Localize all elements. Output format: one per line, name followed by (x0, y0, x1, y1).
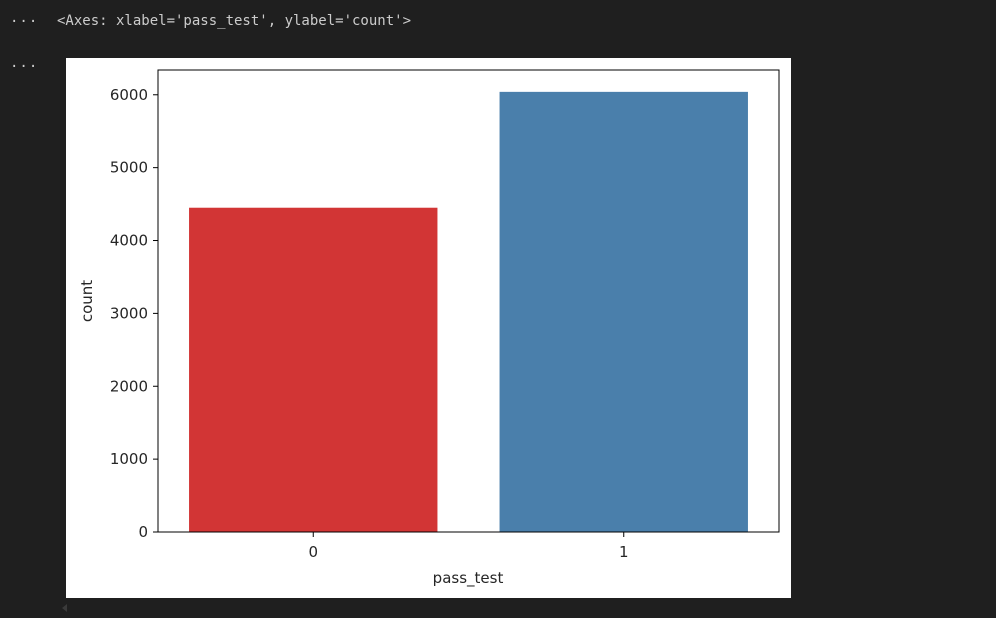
y-tick-label: 5000 (110, 159, 148, 177)
y-tick-label: 4000 (110, 232, 148, 250)
x-tick-label: 0 (308, 543, 318, 561)
bar-chart: 0 1000 2000 3000 4000 5000 6000 0 1 pass_test c… (78, 69, 780, 588)
bar-0 (189, 207, 438, 532)
y-tick-label: 1000 (110, 450, 148, 468)
x-axis-label: pass_test (433, 569, 504, 588)
x-tick-label: 1 (619, 543, 629, 561)
plot-image: 0 1000 2000 3000 4000 5000 6000 0 1 pass_test c… (66, 58, 791, 598)
scroll-left-arrow[interactable] (62, 604, 67, 612)
output-collapse-toggle[interactable]: ··· (10, 14, 39, 30)
output-collapse-toggle-2[interactable]: ··· (10, 59, 39, 75)
y-tick-label: 2000 (110, 377, 148, 395)
y-axis-label: count (78, 280, 96, 322)
y-tick-label: 0 (138, 523, 148, 541)
y-tick-label: 3000 (110, 304, 148, 322)
axes-repr-output: <Axes: xlabel='pass_test', ylabel='count… (57, 13, 412, 29)
bar-1 (499, 91, 748, 532)
y-tick-label: 6000 (110, 86, 148, 104)
axes-frame (157, 69, 780, 533)
